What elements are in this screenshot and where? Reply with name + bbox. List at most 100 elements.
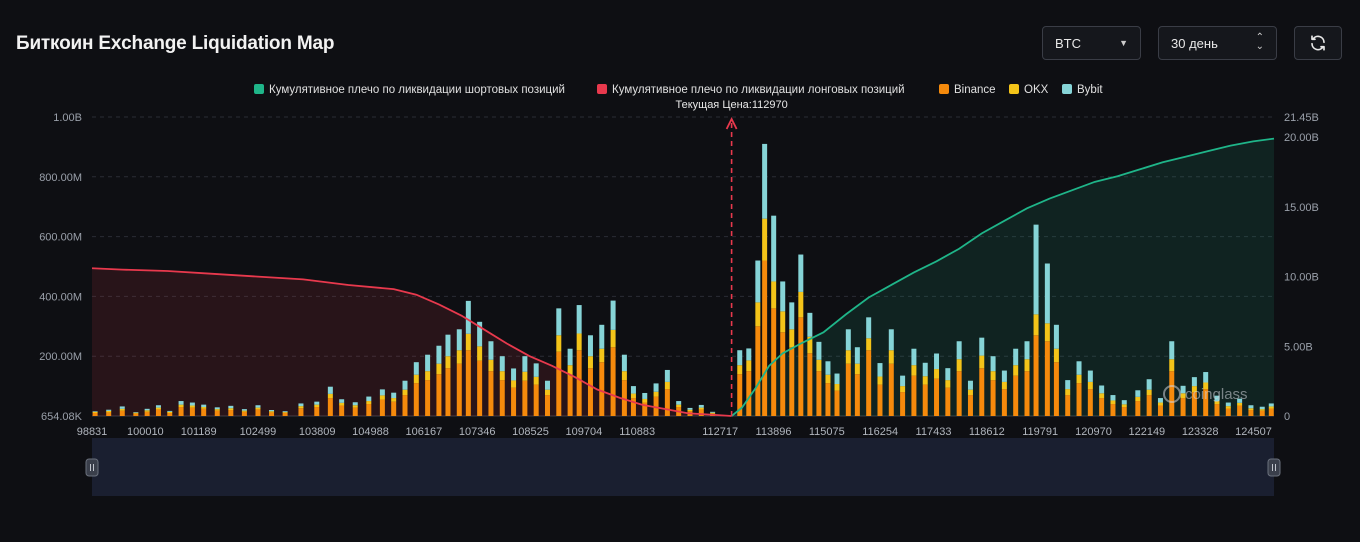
bybit-bar xyxy=(737,350,743,366)
binance-bar xyxy=(201,408,207,416)
binance-bar xyxy=(413,383,419,416)
liquidation-bar-stack xyxy=(1259,406,1265,416)
okx-bar xyxy=(825,374,831,384)
liquidation-bar-stack xyxy=(1013,348,1019,416)
liquidation-bar-stack xyxy=(664,369,670,416)
bybit-bar xyxy=(979,337,985,356)
binance-bar xyxy=(92,413,98,416)
okx-bar xyxy=(967,389,973,396)
okx-bar xyxy=(877,376,883,385)
legend-item: Binance xyxy=(939,84,996,96)
liquidation-bar-stack xyxy=(1248,405,1254,416)
liquidation-bar-stack xyxy=(178,401,184,416)
bybit-bar xyxy=(789,302,795,330)
bybit-bar xyxy=(327,386,333,394)
binance-bar xyxy=(269,412,275,416)
okx-bar xyxy=(1013,365,1019,376)
grid-lines xyxy=(92,116,1274,357)
legend-swatch xyxy=(1062,84,1072,94)
binance-bar xyxy=(119,410,125,416)
coinglass-logo-icon xyxy=(1163,385,1181,403)
bybit-bar xyxy=(967,380,973,390)
binance-bar xyxy=(1001,389,1007,416)
liquidation-bar-stack xyxy=(436,345,442,416)
binance-bar xyxy=(1121,407,1127,416)
bybit-bar xyxy=(241,409,247,411)
binance-bar xyxy=(1157,405,1163,416)
range-navigator xyxy=(85,438,1281,496)
bybit-bar xyxy=(106,409,112,411)
okx-bar xyxy=(511,380,517,388)
binance-bar xyxy=(630,398,636,416)
navigator-left-handle[interactable] xyxy=(85,458,99,477)
binance-bar xyxy=(816,371,822,416)
binance-bar xyxy=(967,395,973,416)
binance-bar xyxy=(922,384,928,416)
binance-bar xyxy=(402,395,408,416)
binance-bar xyxy=(488,371,494,416)
period-select[interactable]: 30 день ⌃ ⌄ xyxy=(1158,26,1277,60)
okx-bar xyxy=(488,359,494,372)
okx-bar xyxy=(228,408,234,411)
bybit-bar xyxy=(798,254,804,292)
binance-bar xyxy=(567,375,573,416)
binance-bar xyxy=(499,380,505,416)
binance-bar xyxy=(1214,404,1220,416)
okx-bar xyxy=(544,389,550,396)
refresh-button[interactable] xyxy=(1294,26,1342,60)
bybit-bar xyxy=(1033,224,1039,315)
liquidation-bar-stack xyxy=(1087,370,1093,416)
liquidation-bar-stack xyxy=(1033,224,1039,416)
coin-select[interactable]: BTC ▼ xyxy=(1042,26,1141,60)
binance-bar xyxy=(866,350,872,416)
okx-bar xyxy=(979,355,985,369)
binance-bar xyxy=(241,411,247,416)
bybit-bar xyxy=(1076,361,1082,375)
okx-bar xyxy=(1053,348,1059,363)
okx-bar xyxy=(133,412,139,414)
okx-bar xyxy=(576,333,582,351)
binance-bar xyxy=(900,392,906,416)
liquidation-bar-stack xyxy=(967,380,973,416)
binance-bar xyxy=(877,384,883,416)
liquidation-bar-stack xyxy=(402,380,408,416)
navigator-right-handle[interactable] xyxy=(1267,458,1281,477)
liquidation-bar-stack xyxy=(816,341,822,416)
binance-bar xyxy=(189,407,195,416)
bybit-bar xyxy=(780,281,786,312)
bybit-bar xyxy=(255,405,261,408)
liquidation-bar-stack xyxy=(922,362,928,416)
liquidation-bar-stack xyxy=(888,329,894,416)
binance-bar xyxy=(1065,395,1071,416)
binance-bar xyxy=(1169,371,1175,416)
okx-bar xyxy=(888,350,894,364)
binance-bar xyxy=(456,363,462,416)
okx-bar xyxy=(900,386,906,393)
okx-bar xyxy=(499,371,505,381)
liquidation-bar-stack xyxy=(314,401,320,416)
okx-bar xyxy=(621,371,627,381)
bybit-bar xyxy=(1099,385,1105,394)
liquidation-bar-stack xyxy=(845,329,851,416)
binance-bar xyxy=(599,362,605,416)
liquidation-bar-stack xyxy=(1001,370,1007,416)
bybit-bar xyxy=(825,361,831,375)
bybit-bar xyxy=(119,406,125,409)
okx-bar xyxy=(465,333,471,351)
liquidation-bar-stack xyxy=(737,350,743,416)
binance-bar xyxy=(339,405,345,416)
binance-bar xyxy=(653,396,659,416)
binance-bar xyxy=(1191,392,1197,416)
binance-bar xyxy=(1024,371,1030,416)
binance-bar xyxy=(1146,395,1152,416)
bybit-bar xyxy=(1191,377,1197,387)
okx-bar xyxy=(1214,401,1220,405)
bybit-bar xyxy=(816,341,822,360)
okx-bar xyxy=(922,376,928,385)
binance-bar xyxy=(755,326,761,416)
bybit-bar xyxy=(413,362,419,375)
bybit-bar xyxy=(990,356,996,372)
liquidation-bar-stack xyxy=(282,411,288,416)
okx-bar xyxy=(255,407,261,410)
bybit-bar xyxy=(854,347,860,364)
